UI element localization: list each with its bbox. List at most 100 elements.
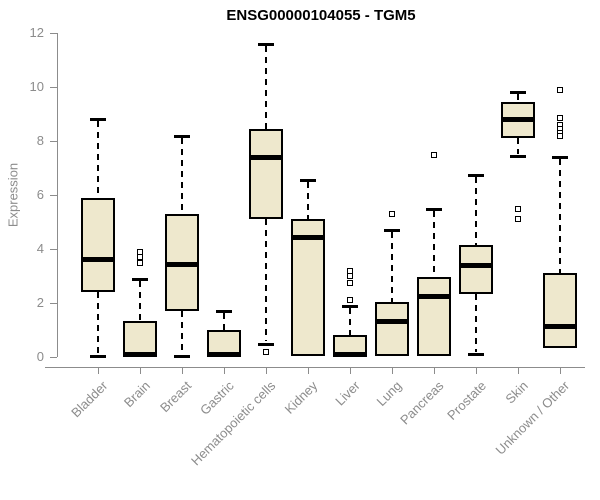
x-tick-mark: [182, 367, 183, 374]
whisker-lower-prostate: [475, 293, 477, 353]
x-tick-label-pancreas: Pancreas: [397, 378, 447, 428]
whisker-cap-lower-breast: [174, 354, 190, 358]
whisker-upper-liver: [349, 307, 351, 336]
outlier-point-brain: [137, 254, 143, 261]
box-bladder: [81, 197, 115, 293]
whisker-cap-upper-lung: [384, 229, 400, 233]
y-tick-label: 0: [36, 349, 44, 364]
outlier-point-brain: [137, 248, 143, 255]
box-prostate: [459, 245, 493, 294]
whisker-cap-lower-hematopoietic-cells: [258, 342, 274, 346]
outlier-point-liver: [347, 273, 353, 279]
x-tick-label-breast: Breast: [157, 378, 195, 416]
median-line-liver: [333, 352, 367, 358]
x-tick-mark: [434, 367, 435, 374]
x-tick-mark: [140, 367, 141, 374]
whisker-cap-upper-gastric: [216, 310, 232, 314]
whisker-upper-skin: [517, 94, 519, 102]
whisker-upper-lung: [391, 232, 393, 302]
y-tick-mark: [50, 195, 57, 196]
x-tick-mark: [476, 367, 477, 374]
median-line-breast: [165, 261, 199, 267]
y-tick-mark: [50, 249, 57, 250]
outlier-point-skin: [515, 216, 521, 223]
x-tick-label-bladder: Bladder: [68, 378, 111, 421]
outlier-point-unknown-other: [557, 115, 563, 122]
whisker-upper-brain: [139, 280, 141, 321]
x-tick-mark: [224, 367, 225, 374]
outlier-point-liver: [347, 279, 353, 286]
x-tick-mark: [308, 367, 309, 374]
outlier-point-brain: [137, 259, 143, 266]
outlier-point-liver: [347, 297, 353, 304]
box-hematopoietic-cells: [249, 128, 283, 220]
whisker-upper-breast: [181, 137, 183, 214]
x-tick-label-brain: Brain: [120, 378, 153, 411]
whisker-cap-upper-unknown-other: [552, 156, 568, 160]
whisker-cap-upper-liver: [342, 304, 358, 308]
whisker-upper-prostate: [475, 176, 477, 245]
y-tick-mark: [50, 87, 57, 88]
x-axis-line: [45, 367, 585, 368]
x-tick-label-unknown-other: Unknown / Other: [493, 378, 573, 458]
outlier-point-unknown-other: [557, 132, 563, 139]
whisker-upper-pancreas: [433, 210, 435, 278]
whisker-cap-upper-skin: [510, 91, 526, 95]
x-tick-mark: [266, 367, 267, 374]
chart-title: ENSG00000104055 - TGM5: [226, 7, 416, 24]
x-tick-mark: [350, 367, 351, 374]
whisker-cap-upper-pancreas: [426, 207, 442, 211]
outlier-point-liver: [347, 267, 353, 274]
x-tick-label-kidney: Kidney: [281, 378, 321, 417]
y-tick-label: 8: [36, 133, 44, 148]
y-tick-label: 4: [36, 241, 44, 256]
x-tick-mark: [98, 367, 99, 374]
median-line-gastric: [207, 352, 241, 358]
box-kidney: [291, 219, 325, 356]
y-tick-mark: [50, 141, 57, 142]
median-line-prostate: [459, 263, 493, 269]
whisker-cap-lower-prostate: [468, 353, 484, 357]
outlier-point-unknown-other: [557, 86, 563, 93]
whisker-cap-lower-skin: [510, 154, 526, 158]
whisker-upper-hematopoietic-cells: [265, 45, 267, 129]
whisker-upper-kidney: [307, 182, 309, 220]
whisker-lower-bladder: [97, 292, 99, 354]
whisker-cap-upper-brain: [132, 277, 148, 281]
outlier-point-hematopoietic-cells: [263, 348, 269, 355]
median-line-unknown-other: [543, 324, 577, 329]
whisker-cap-upper-hematopoietic-cells: [258, 42, 274, 46]
outlier-point-skin: [515, 205, 521, 212]
whisker-cap-upper-breast: [174, 134, 190, 138]
whisker-upper-unknown-other: [559, 159, 561, 274]
x-tick-label-lung: Lung: [373, 378, 405, 410]
y-tick-mark: [50, 303, 57, 304]
box-brain: [123, 320, 157, 357]
median-line-bladder: [81, 256, 115, 262]
whisker-upper-bladder: [97, 121, 99, 198]
x-tick-label-prostate: Prostate: [443, 378, 489, 423]
median-line-skin: [501, 117, 535, 123]
whisker-lower-breast: [181, 311, 183, 354]
whisker-cap-upper-prostate: [468, 173, 484, 177]
box-unknown-other: [543, 273, 577, 348]
y-tick-mark: [50, 33, 57, 34]
median-line-hematopoietic-cells: [249, 155, 283, 161]
box-lung: [375, 301, 409, 356]
box-pancreas: [417, 277, 451, 356]
x-tick-label-gastric: Gastric: [196, 378, 237, 418]
x-tick-label-skin: Skin: [502, 378, 531, 407]
y-tick-label: 2: [36, 295, 44, 310]
x-tick-mark: [518, 367, 519, 374]
whisker-cap-lower-bladder: [90, 354, 106, 358]
whisker-cap-upper-bladder: [90, 118, 106, 122]
outlier-point-pancreas: [431, 151, 437, 158]
x-tick-mark: [560, 367, 561, 374]
y-tick-label: 6: [36, 187, 44, 202]
median-line-pancreas: [417, 294, 451, 300]
y-tick-label: 12: [29, 25, 44, 40]
median-line-kidney: [291, 234, 325, 240]
y-axis-line: [57, 33, 58, 357]
